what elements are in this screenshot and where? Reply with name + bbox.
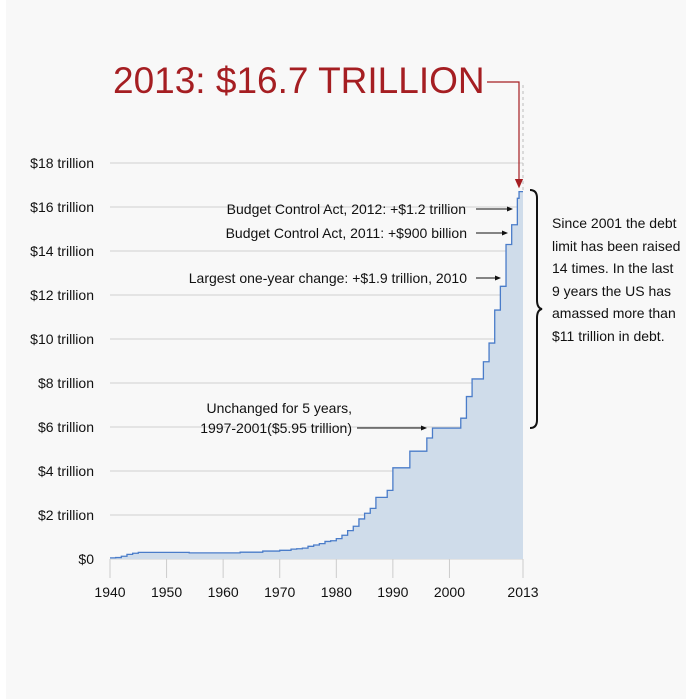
title-arrow <box>487 81 524 189</box>
y-tick-label: $0 <box>78 551 94 567</box>
x-tick-label: 1990 <box>377 584 408 600</box>
annotation-unchanged-line1: Unchanged for 5 years, <box>206 400 352 416</box>
y-tick-label: $14 trillion <box>30 243 94 259</box>
x-tick-label: 2013 <box>507 584 538 600</box>
y-tick-label: $16 trillion <box>30 199 94 215</box>
y-tick-label: $10 trillion <box>30 331 94 347</box>
y-tick-label: $4 trillion <box>38 463 94 479</box>
x-tick-label: 1950 <box>151 584 182 600</box>
annotation-unchanged-line2: 1997-2001($5.95 trillion) <box>200 420 352 436</box>
y-tick-label: $6 trillion <box>38 419 94 435</box>
annotation-2012: Budget Control Act, 2012: +$1.2 trillion <box>226 201 466 217</box>
chart-background <box>6 0 686 699</box>
annotation-unchanged: Unchanged for 5 years, 1997-2001($5.95 t… <box>200 398 352 438</box>
y-tick-label: $8 trillion <box>38 375 94 391</box>
x-tick-label: 1980 <box>321 584 352 600</box>
y-tick-label: $12 trillion <box>30 287 94 303</box>
y-tick-label: $2 trillion <box>38 507 94 523</box>
y-tick-label: $18 trillion <box>30 155 94 171</box>
debt-area <box>110 191 523 559</box>
annotation-2011: Budget Control Act, 2011: +$900 billion <box>225 225 467 241</box>
x-tick-label: 1940 <box>94 584 125 600</box>
x-tick-label: 1970 <box>264 584 295 600</box>
annotation-2010: Largest one-year change: +$1.9 trillion,… <box>188 270 467 286</box>
side-note: Since 2001 the debt limit has been raise… <box>552 215 681 344</box>
x-tick-label: 1960 <box>208 584 239 600</box>
brace <box>529 189 543 429</box>
debt-line <box>110 190 523 559</box>
chart-title: 2013: $16.7 TRILLION <box>113 60 485 101</box>
x-tick-label: 2000 <box>434 584 465 600</box>
